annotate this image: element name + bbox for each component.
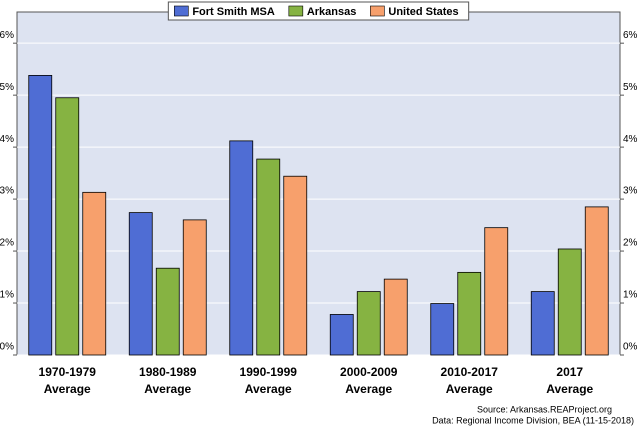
bar: [182, 219, 207, 356]
bar: [383, 278, 408, 356]
y-tick-label: 5%: [0, 82, 14, 93]
bar: [457, 271, 482, 356]
bar: [229, 140, 254, 356]
x-tick-label: 2010-2017: [441, 365, 499, 379]
bar: [82, 191, 107, 356]
y2-tick-label: 4%: [623, 134, 638, 145]
y-tick-label: 2%: [0, 238, 14, 249]
y2-tick-label: 6%: [623, 30, 638, 41]
legend-swatch: [370, 5, 385, 17]
x-tick-label: Average: [44, 382, 91, 396]
bar: [329, 314, 354, 356]
x-tick-label: 1970-1979: [39, 365, 97, 379]
x-tick-label: Average: [446, 382, 493, 396]
legend-swatch: [288, 5, 304, 17]
legend-box: [167, 1, 470, 21]
x-tick-label: Average: [345, 382, 392, 396]
bar: [128, 212, 153, 356]
legend-label: United States: [388, 6, 458, 18]
legend-label: Arkansas: [307, 6, 357, 18]
x-tick-label: Average: [245, 382, 292, 396]
bar: [484, 227, 509, 356]
bar: [530, 291, 555, 356]
bar: [55, 97, 80, 356]
y-tick-label: 4%: [0, 134, 14, 145]
x-tick-label: 2017: [556, 365, 583, 379]
y-tick-label: 3%: [0, 186, 14, 197]
x-tick-label: Average: [144, 382, 191, 396]
bar: [356, 291, 381, 356]
x-tick-label: 2000-2009: [340, 365, 398, 379]
bar: [557, 248, 582, 356]
y2-tick-label: 3%: [623, 186, 638, 197]
bar: [28, 75, 53, 356]
x-tick-label: Average: [546, 382, 593, 396]
y-tick-label: 0%: [0, 342, 14, 353]
y2-tick-label: 1%: [623, 290, 638, 301]
legend-label: Fort Smith MSA: [192, 6, 275, 18]
bar: [283, 175, 308, 356]
source: Source: Arkansas.REAProject.org: [477, 404, 612, 414]
y2-tick-label: 0%: [623, 342, 638, 353]
y-tick-label: 1%: [0, 290, 14, 301]
y2-tick-label: 5%: [623, 82, 638, 93]
legend: Fort Smith MSA Arkansas United States: [167, 1, 470, 21]
bar: [584, 206, 609, 356]
plot-area: [16, 11, 621, 356]
x-tick-label: 1990-1999: [240, 365, 298, 379]
y-tick-label: 6%: [0, 30, 14, 41]
y2-tick-label: 2%: [623, 238, 638, 249]
bar: [430, 303, 455, 356]
source: Data: Regional Income Division, BEA (11-…: [432, 415, 634, 425]
bar: [256, 158, 281, 356]
bar: [155, 267, 180, 356]
legend-swatch: [174, 5, 189, 17]
x-tick-label: 1980-1989: [139, 365, 197, 379]
